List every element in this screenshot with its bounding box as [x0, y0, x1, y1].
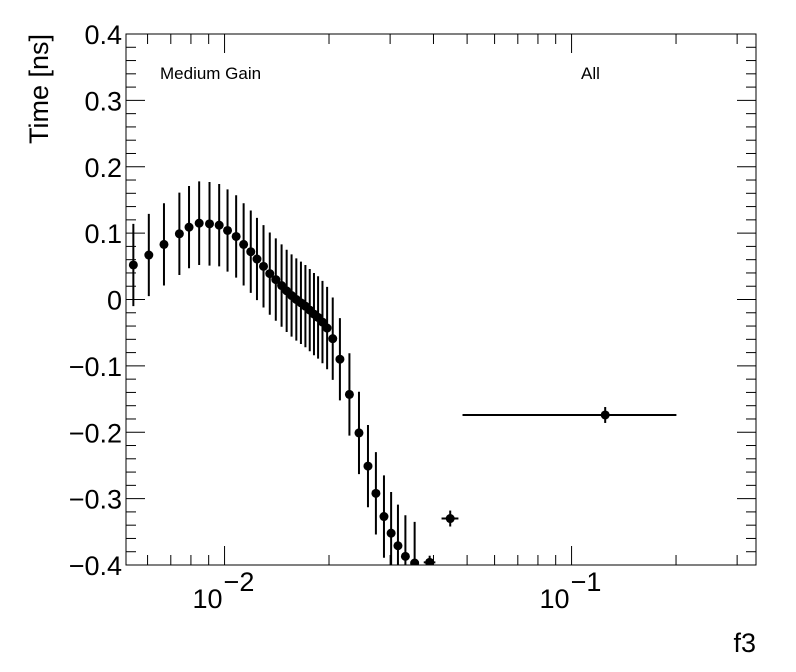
data-point [379, 512, 389, 522]
data-point [144, 250, 154, 260]
axis-ticks [126, 33, 756, 566]
data-point [322, 323, 332, 333]
data-point [252, 254, 262, 264]
plot-frame [125, 33, 757, 566]
data-point [445, 514, 455, 524]
data-point [239, 239, 249, 249]
data-point [386, 528, 396, 538]
y-tick-label: 0 [107, 286, 122, 316]
data-points [128, 181, 677, 565]
data-point [223, 225, 233, 235]
y-tick-label: 0.3 [84, 86, 122, 116]
data-point [184, 222, 194, 232]
data-series [128, 181, 677, 565]
data-point [335, 354, 345, 364]
x-axis-title: f3 [733, 628, 756, 658]
annotation-right: All [581, 64, 600, 83]
data-point [410, 558, 420, 565]
data-point [231, 231, 241, 241]
data-point [400, 551, 410, 561]
data-point [174, 229, 184, 239]
y-tick-label: 0.4 [84, 20, 122, 50]
annotation-left: Medium Gain [160, 64, 261, 83]
data-point [259, 261, 269, 271]
y-tick-labels: −0.4 −0.3 −0.2 −0.1 0 0.1 0.2 0.3 0.4 [69, 20, 122, 581]
plot-area-border [125, 33, 757, 566]
data-point [214, 220, 224, 230]
data-point [194, 218, 204, 228]
y-tick-label: 0.1 [84, 219, 122, 249]
y-tick-label: −0.4 [69, 551, 122, 581]
data-point [159, 239, 169, 249]
data-point [393, 541, 403, 551]
x-tick-label-exponent: −2 [224, 567, 255, 597]
y-tick-label: −0.2 [69, 418, 122, 448]
data-point [246, 247, 256, 257]
data-point [363, 461, 373, 471]
data-point [600, 410, 610, 420]
y-axis-title: Time [ns] [24, 34, 54, 144]
data-point [271, 275, 281, 285]
data-point [344, 389, 354, 399]
x-tick-label-base: 10 [193, 584, 223, 614]
y-tick-label: −0.1 [69, 352, 122, 382]
x-tick-label-base: 10 [540, 584, 570, 614]
data-point [354, 428, 364, 438]
y-tick-label: 0.2 [84, 153, 122, 183]
data-point [371, 488, 381, 498]
data-point [425, 557, 435, 565]
data-point [205, 219, 215, 229]
data-point [128, 260, 138, 270]
y-tick-label: −0.3 [69, 485, 122, 515]
x-tick-labels: 10−210−1 [193, 567, 602, 614]
data-point [328, 334, 338, 344]
data-point [265, 269, 275, 279]
x-tick-label-exponent: −1 [571, 567, 602, 597]
